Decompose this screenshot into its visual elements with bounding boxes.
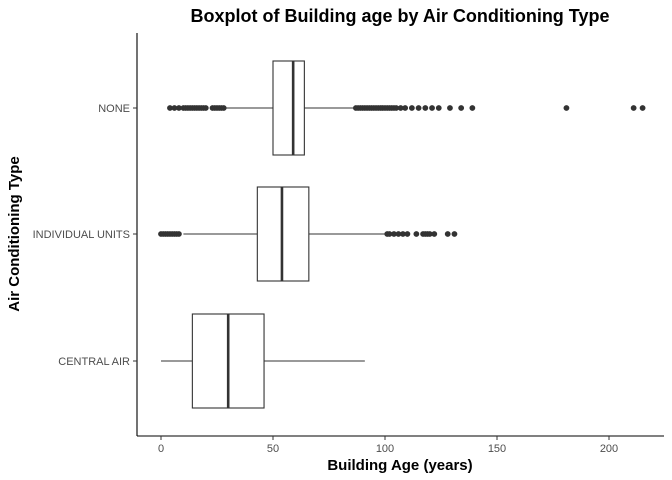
outlier-point xyxy=(630,105,637,111)
y-axis-title: Air Conditioning Type xyxy=(6,156,23,312)
outlier-point xyxy=(415,105,422,111)
outlier-point xyxy=(413,231,420,237)
outlier-point xyxy=(402,105,409,111)
plot-area xyxy=(158,60,646,409)
outlier-point xyxy=(404,231,411,237)
outlier-point xyxy=(563,105,570,111)
outlier-point xyxy=(176,231,182,237)
outlier-point xyxy=(426,231,433,237)
x-tick-label: 50 xyxy=(267,443,279,455)
outlier-point xyxy=(393,105,400,111)
x-tick-label: 150 xyxy=(488,443,506,455)
outlier-point xyxy=(444,231,451,237)
y-axis-ticks: CENTRAL AIR INDIVIDUAL UNITS NONE xyxy=(33,103,137,368)
outlier-point xyxy=(435,105,442,111)
box-iqr xyxy=(272,60,305,156)
box-group-individual-units xyxy=(158,186,458,282)
x-tick-label: 0 xyxy=(158,443,164,455)
outlier-point xyxy=(408,105,415,111)
x-tick-label: 200 xyxy=(600,443,618,455)
outlier-point xyxy=(391,231,397,237)
outlier-point xyxy=(397,105,404,111)
outlier-point xyxy=(451,231,458,237)
outlier-point xyxy=(167,105,173,111)
outlier-point xyxy=(220,105,227,111)
outlier-point xyxy=(422,105,429,111)
outlier-point xyxy=(386,231,393,237)
outlier-point xyxy=(469,105,476,111)
y-tick-label: NONE xyxy=(98,103,130,115)
x-axis-title: Building Age (years) xyxy=(327,457,472,474)
x-axis-ticks: 0 50 100 150 200 xyxy=(158,436,618,455)
y-tick-label: CENTRAL AIR xyxy=(58,356,130,368)
box-group-central-air xyxy=(161,313,365,409)
y-tick-label: INDIVIDUAL UNITS xyxy=(33,229,130,241)
outlier-point xyxy=(395,231,402,237)
outlier-point xyxy=(458,105,465,111)
outlier-point xyxy=(639,105,646,111)
outlier-point xyxy=(176,105,182,111)
outlier-point xyxy=(171,105,178,111)
chart-title: Boxplot of Building age by Air Condition… xyxy=(191,6,610,26)
outlier-point xyxy=(431,231,438,237)
x-tick-label: 100 xyxy=(376,443,394,455)
outlier-point xyxy=(400,231,406,237)
outlier-point xyxy=(429,105,435,111)
box-group-none xyxy=(167,60,646,156)
outlier-point xyxy=(447,105,453,111)
outlier-point xyxy=(202,105,209,111)
